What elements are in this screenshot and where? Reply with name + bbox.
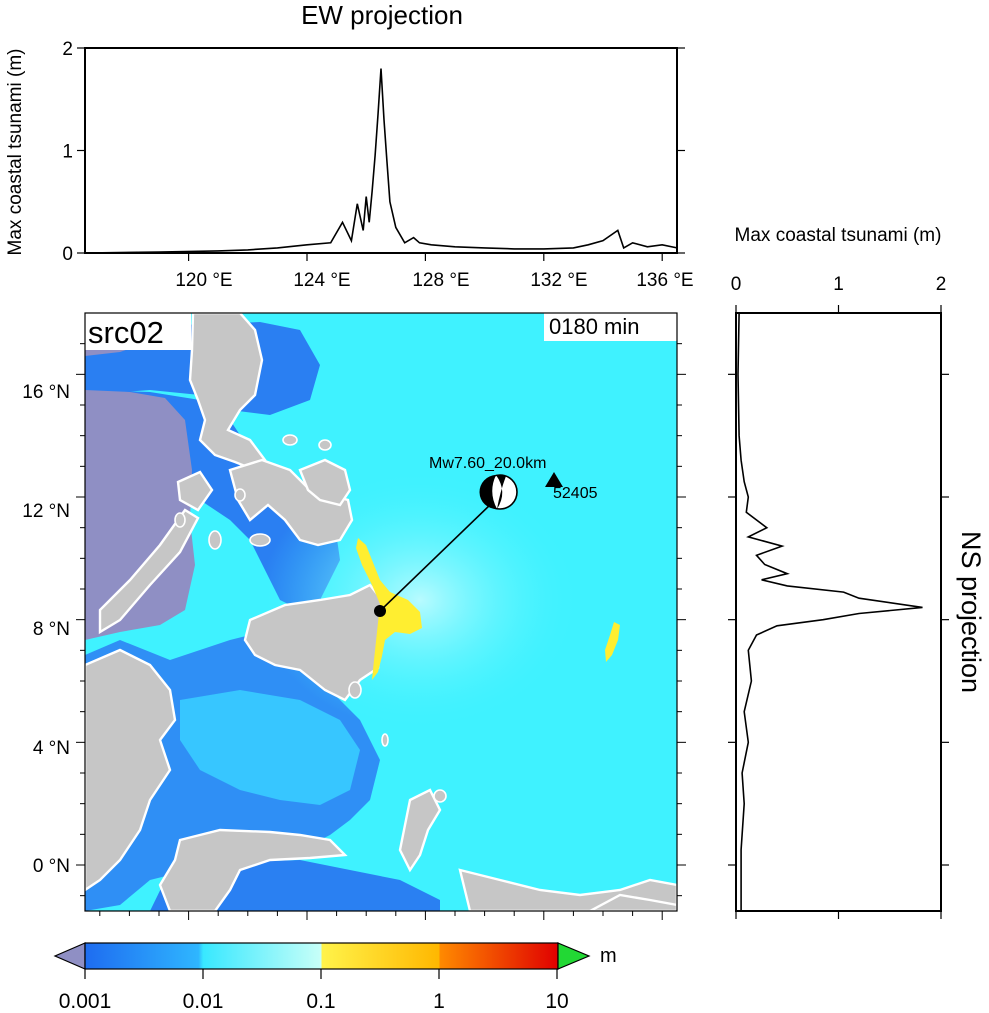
island bbox=[282, 434, 298, 446]
map-ticks bbox=[76, 343, 686, 920]
ew-ytick-label: 1 bbox=[62, 142, 73, 163]
ew-xtick-label: 120 °E bbox=[175, 270, 232, 291]
map-ytick-label: 0 °N bbox=[33, 856, 70, 877]
ns-xtick-label: 1 bbox=[833, 274, 844, 295]
island bbox=[208, 530, 222, 550]
land-palawan bbox=[98, 508, 200, 635]
island bbox=[234, 488, 246, 502]
island bbox=[174, 512, 186, 528]
land-mindoro bbox=[176, 470, 214, 512]
ew-xtick-label: 136 °E bbox=[636, 270, 693, 291]
ns-xlabel: Max coastal tsunami (m) bbox=[735, 225, 942, 246]
land-samar-leyte bbox=[298, 458, 352, 507]
map-ytick-label: 16 °N bbox=[22, 382, 70, 403]
land-sulawesi bbox=[158, 828, 348, 911]
beachball-quadrant bbox=[479, 475, 497, 510]
ew-xtick-label: 128 °E bbox=[412, 270, 469, 291]
island bbox=[249, 533, 271, 547]
ew-ytick-label: 2 bbox=[62, 39, 73, 60]
island bbox=[318, 439, 332, 451]
land-mindanao bbox=[243, 583, 384, 702]
map-y-axis: 16 °N 12 °N 8 °N 4 °N 0 °N bbox=[22, 382, 70, 877]
ns-title: NS projection bbox=[956, 531, 986, 693]
map-ytick-label: 4 °N bbox=[33, 738, 70, 759]
station-marker-icon bbox=[545, 472, 563, 487]
colorbar: m 0.001 0.01 0.1 1 10 bbox=[53, 942, 617, 1013]
ns-panel: Max coastal tsunami (m) 0 1 2 NS projectio… bbox=[728, 225, 986, 919]
colorbar-bar bbox=[84, 942, 559, 970]
map-panel: Mw7.60_20.0km 52405 src02 0180 min 16 °N… bbox=[22, 312, 686, 920]
ew-xtick-label: 124 °E bbox=[293, 270, 350, 291]
sea-southwest-mid bbox=[180, 690, 360, 805]
ew-title: EW projection bbox=[301, 0, 463, 30]
time-label-box bbox=[544, 313, 677, 341]
ew-panel: EW projection Max coastal tsunami (m) 0 1… bbox=[5, 0, 694, 291]
colorbar-ticks bbox=[84, 969, 558, 979]
land-visayas bbox=[228, 458, 354, 547]
island bbox=[433, 789, 447, 803]
map-ytick-label: 12 °N bbox=[22, 501, 70, 522]
time-label: 0180 min bbox=[549, 314, 640, 339]
ns-x-axis: 0 1 2 bbox=[731, 274, 947, 919]
island bbox=[348, 681, 362, 699]
ew-xtick-label: 132 °E bbox=[530, 270, 587, 291]
map-frame bbox=[84, 312, 678, 912]
high-amplitude bbox=[356, 538, 620, 680]
map-field: Mw7.60_20.0km 52405 bbox=[85, 313, 677, 911]
source-label-box bbox=[85, 313, 191, 350]
land-taiwan-east bbox=[589, 893, 677, 911]
ew-y-axis: 0 1 2 bbox=[62, 39, 685, 265]
epicenter-dot bbox=[374, 605, 386, 617]
source-label: src02 bbox=[88, 315, 164, 350]
colorbar-tick-label: 0.01 bbox=[183, 990, 224, 1013]
colorbar-tick-label: 1 bbox=[433, 990, 445, 1013]
ns-frame bbox=[735, 312, 942, 912]
ns-y-axis bbox=[728, 373, 949, 866]
ns-series-line bbox=[737, 312, 923, 911]
colorbar-tick-label: 0.1 bbox=[306, 990, 335, 1013]
colorbar-unit: m bbox=[600, 945, 617, 967]
station-label: 52405 bbox=[553, 485, 598, 502]
ew-x-axis: 120 °E 124 °E 128 °E 132 °E 136 °E bbox=[175, 270, 693, 291]
focal-mechanism-beachball bbox=[479, 474, 518, 510]
ns-xtick-label: 0 bbox=[731, 274, 742, 295]
mask-region bbox=[85, 390, 195, 640]
colorbar-tick-label: 10 bbox=[545, 990, 568, 1013]
high-amplitude-mindanao-coast bbox=[356, 538, 422, 680]
beachball-quadrant bbox=[496, 474, 506, 509]
colorbar-over-arrow bbox=[557, 942, 591, 970]
ew-series-line bbox=[84, 68, 678, 254]
islands bbox=[174, 434, 447, 803]
land bbox=[85, 313, 677, 911]
ew-ylabel: Max coastal tsunami (m) bbox=[5, 49, 26, 256]
event-label: Mw7.60_20.0km bbox=[429, 455, 546, 472]
colorbar-under-arrow bbox=[53, 942, 86, 970]
high-amplitude-palau bbox=[605, 622, 620, 662]
epicenter-connector bbox=[379, 502, 493, 612]
land-borneo bbox=[85, 648, 177, 892]
ns-xtick-label: 2 bbox=[936, 274, 947, 295]
island bbox=[381, 733, 389, 747]
colorbar-tick-label: 0.001 bbox=[59, 990, 112, 1013]
ew-ytick-label: 0 bbox=[62, 244, 73, 265]
map-ytick-label: 8 °N bbox=[33, 619, 70, 640]
